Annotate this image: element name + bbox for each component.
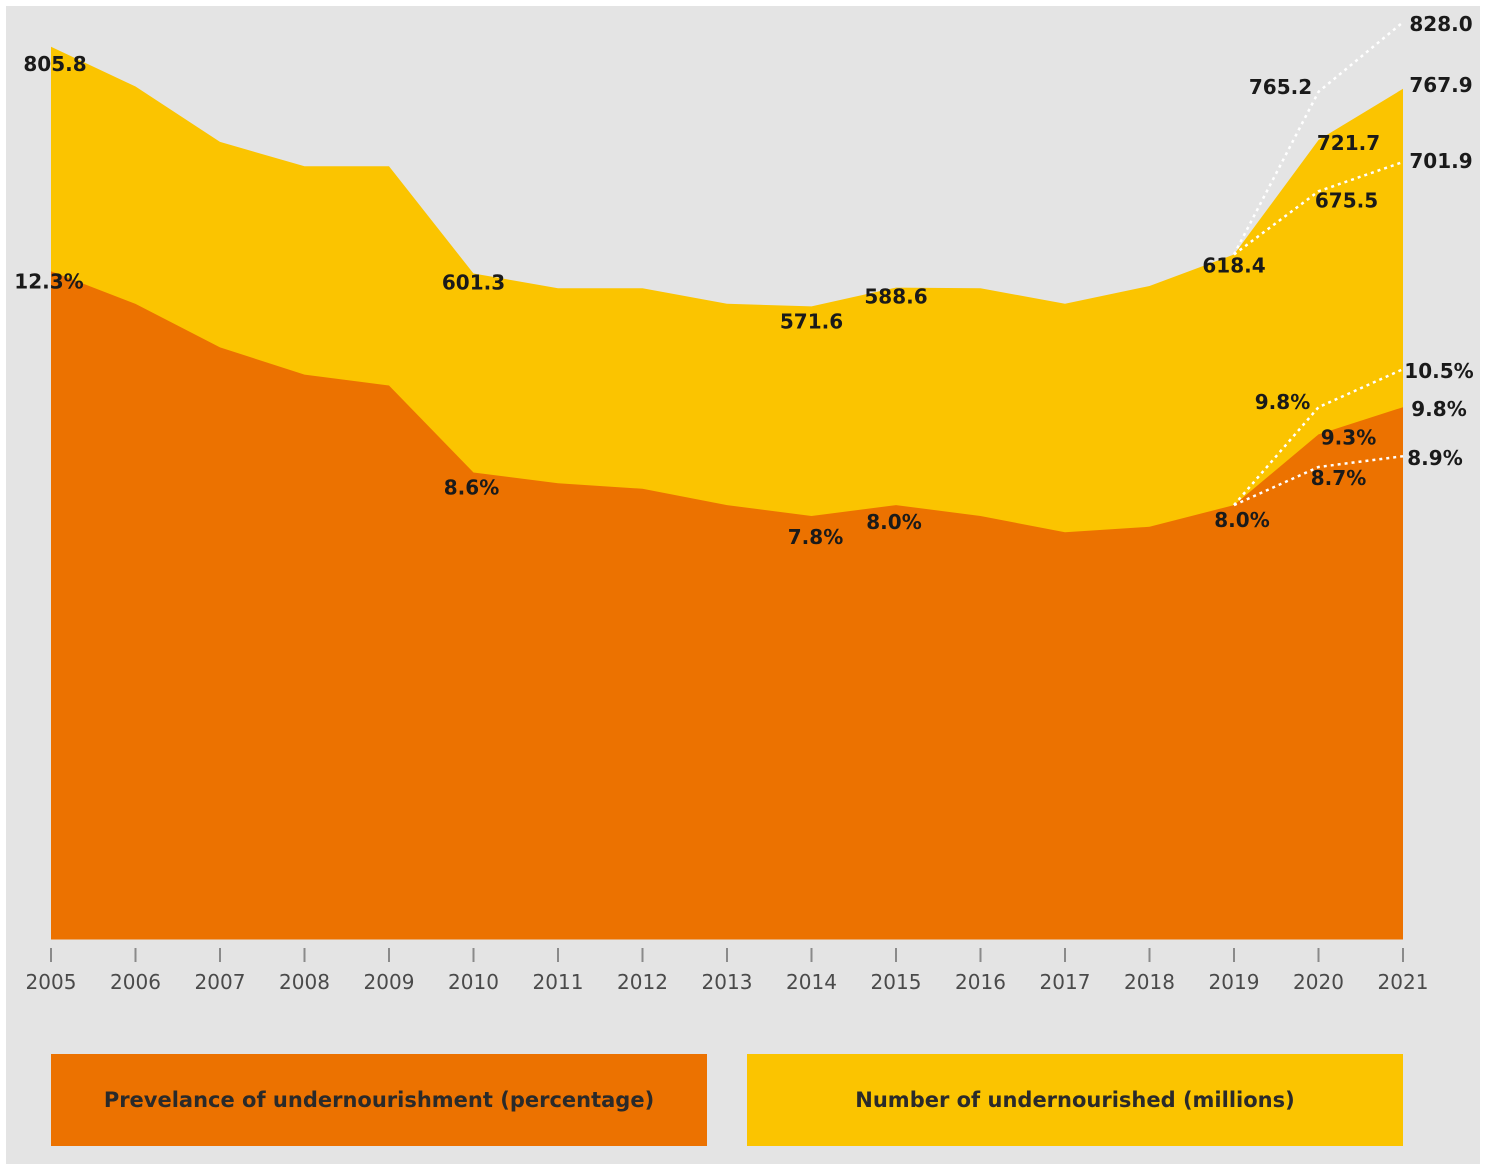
number-projection-label-1-2021: 828.0: [1409, 12, 1472, 36]
prevalence-projection-line-1: [1233, 368, 1404, 506]
number-data-label-2005: 805.8: [23, 52, 86, 76]
number-projection-label-1-2020: 765.2: [1249, 75, 1312, 99]
x-tick-label-2007: 2007: [195, 970, 246, 994]
number-projection-label-2-2021: 701.9: [1409, 149, 1472, 173]
prevalence-data-label-2014: 7.8%: [788, 525, 843, 549]
x-tick-label-2005: 2005: [26, 970, 77, 994]
prevalence-data-label-2015: 8.0%: [866, 510, 921, 534]
x-tick-label-2014: 2014: [786, 970, 837, 994]
projection-lines: [1232, 21, 1404, 507]
legend-prevalence: Prevelance of undernourishment (percenta…: [51, 1054, 707, 1146]
number-data-label-2010: 601.3: [442, 271, 505, 295]
chart-areas: [51, 46, 1403, 941]
prevalence-projection-label-1-2020: 9.8%: [1255, 390, 1310, 414]
legend-number-label: Number of undernourished (millions): [855, 1088, 1295, 1112]
prevalence-area: [51, 271, 1403, 940]
x-tick-label-2011: 2011: [533, 970, 584, 994]
legend-number: Number of undernourished (millions): [747, 1054, 1403, 1146]
prevalence-projection-line-2: [1233, 454, 1404, 507]
prevalence-data-label-2010: 8.6%: [444, 476, 499, 500]
number-data-label-2020: 721.7: [1317, 131, 1380, 155]
prevalence-data-label-2020: 9.3%: [1321, 425, 1376, 449]
value-labels: 805.8 601.3 571.6 588.6 618.4 721.7 767.9 12.3%…: [14, 12, 1473, 549]
x-axis: 2005 2006 2007 2008 2009 2010 2011 2012 2013 2014…: [26, 939, 1429, 994]
number-projection-label-2-2020: 675.5: [1315, 188, 1378, 212]
x-tick-label-2009: 2009: [364, 970, 415, 994]
prevalence-data-label-2019: 8.0%: [1214, 508, 1269, 532]
prevalence-projection-label-2-2021: 8.9%: [1407, 446, 1462, 470]
x-tick-label-2008: 2008: [279, 970, 330, 994]
number-projection-line-1: [1232, 21, 1404, 256]
prevalence-data-label-2005: 12.3%: [14, 269, 83, 293]
prevalence-projection-label-1-2021: 10.5%: [1404, 359, 1473, 383]
number-data-label-2015: 588.6: [864, 285, 927, 309]
x-tick-label-2006: 2006: [110, 970, 161, 994]
number-data-label-2019: 618.4: [1202, 254, 1265, 278]
x-tick-label-2018: 2018: [1124, 970, 1175, 994]
x-tick-label-2021: 2021: [1378, 970, 1429, 994]
number-data-label-2021: 767.9: [1409, 73, 1472, 97]
x-tick-label-2019: 2019: [1209, 970, 1260, 994]
prevalence-projection-label-2-2020: 8.7%: [1311, 466, 1366, 490]
x-tick-label-2016: 2016: [955, 970, 1006, 994]
x-tick-label-2012: 2012: [617, 970, 668, 994]
legend-prevalence-label: Prevelance of undernourishment (percenta…: [103, 1088, 655, 1112]
number-projection-line-2: [1233, 160, 1404, 256]
x-tick-label-2015: 2015: [871, 970, 922, 994]
number-data-label-2014: 571.6: [780, 309, 843, 333]
x-tick-label-2010: 2010: [448, 970, 499, 994]
x-tick-label-2017: 2017: [1040, 970, 1091, 994]
x-tick-label-2020: 2020: [1293, 970, 1344, 994]
x-tick-label-2013: 2013: [702, 970, 753, 994]
prevalence-data-label-2021: 9.8%: [1411, 397, 1466, 421]
